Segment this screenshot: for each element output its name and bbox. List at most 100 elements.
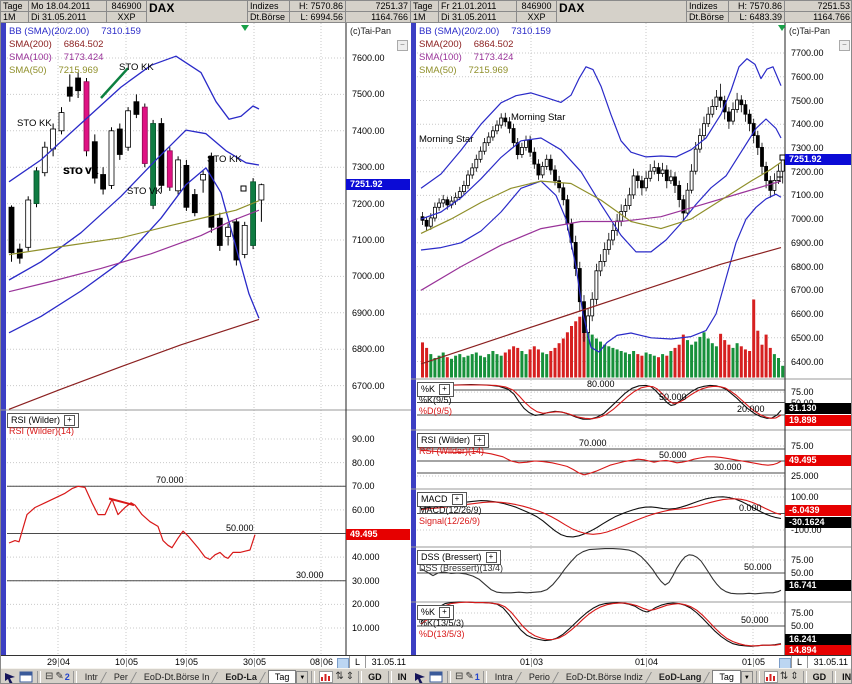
indicator-name-box[interactable]: %K + <box>417 382 455 397</box>
volume-bar <box>437 355 441 378</box>
expand-indicator-icon[interactable]: + <box>451 494 463 505</box>
annotation-pencil-icon[interactable]: ✎ <box>465 671 474 682</box>
tile-window-icon[interactable] <box>19 671 33 683</box>
time-axis-label: 29 04 <box>47 658 70 667</box>
threshold-label: 50.000 <box>741 615 769 625</box>
threshold-label: 50.000 <box>226 522 254 533</box>
linear-scale-label: L <box>355 657 361 667</box>
panel-edge <box>411 23 416 655</box>
expand-indicator-icon[interactable]: + <box>439 607 451 618</box>
layout-tab-3[interactable]: EoD-Dt.Börse In <box>143 672 210 682</box>
annotation-pencil-icon[interactable]: ✎ <box>55 671 64 682</box>
price-chart-canvas-right[interactable] <box>411 1 852 684</box>
indicator-name: %K <box>421 383 436 394</box>
expand-indicator-icon[interactable]: + <box>485 552 497 563</box>
volume-bar <box>760 344 764 378</box>
candle-body <box>524 139 528 148</box>
in-button[interactable]: IN <box>397 672 407 682</box>
candle-body <box>208 155 215 228</box>
chart-style-icon[interactable] <box>319 671 334 683</box>
period-dropdown[interactable]: Tag <box>712 670 741 683</box>
legend-row: BB (SMA)(20/2.00) 7310.159 <box>9 27 141 37</box>
layout-tab-3[interactable]: EoD-Dt.Börse Indiz <box>565 672 643 682</box>
gd-button[interactable]: GD <box>368 672 382 682</box>
threshold-label: 20.000 <box>737 404 765 414</box>
threshold-label: 30.000 <box>714 462 742 472</box>
indicator-axis-label: 50.00 <box>791 621 814 631</box>
collapse-windows-icon[interactable]: ⊟ <box>45 671 54 682</box>
copyright-label: (c)Tai-Pan <box>789 26 831 36</box>
resize-arrows-icon[interactable]: ⇕ <box>790 671 799 682</box>
price-axis-label: 7100.00 <box>791 190 824 201</box>
dropdown-arrow-icon[interactable]: ▼ <box>740 670 753 683</box>
volume-bar <box>590 334 594 378</box>
collapse-chart-icon[interactable]: – <box>397 40 408 51</box>
axis-separator <box>365 656 366 668</box>
layout-tab-4[interactable]: EoD-Lang <box>658 672 702 682</box>
indicator-name-box[interactable]: %K + <box>417 605 455 620</box>
candle-body <box>561 187 566 201</box>
chart-style-icon[interactable] <box>763 671 778 683</box>
signal-arrow-down-icon <box>778 25 786 31</box>
candle-body <box>166 150 173 188</box>
in-button[interactable]: IN <box>842 672 852 682</box>
volume-bar <box>487 354 491 378</box>
signal-arrow-down-icon <box>241 25 249 31</box>
layout-tab-1[interactable]: Intra <box>494 672 513 682</box>
candle-body <box>133 101 140 115</box>
indicator-name-box[interactable]: MACD + <box>417 492 467 507</box>
price-chart-canvas-left[interactable] <box>1 1 411 684</box>
volume-bar <box>565 332 569 378</box>
tile-window-icon[interactable] <box>429 671 443 683</box>
expand-indicator-icon[interactable]: + <box>64 415 75 426</box>
candle-body <box>631 175 636 196</box>
dropdown-arrow-icon[interactable]: ▼ <box>296 670 309 683</box>
indicator-name-box[interactable]: DSS (Bressert) + <box>417 550 501 565</box>
volume-bar <box>636 354 640 378</box>
pointer-tool-icon[interactable] <box>414 671 427 684</box>
price-axis-label: 7400.00 <box>352 125 385 136</box>
volume-bar <box>433 358 437 378</box>
gd-button[interactable]: GD <box>812 672 827 682</box>
resize-arrows-icon[interactable]: ⇕ <box>345 671 355 682</box>
sort-arrows-icon[interactable]: ⇅ <box>335 671 344 682</box>
copyright-label: (c)Tai-Pan <box>350 26 392 36</box>
volume-bar <box>706 338 710 378</box>
sort-arrows-icon[interactable]: ⇅ <box>779 671 789 682</box>
expand-indicator-icon[interactable]: + <box>474 435 485 446</box>
indicator-name-box[interactable]: RSI (Wilder) + <box>7 413 79 428</box>
price-axis-label: 7200.00 <box>791 166 824 177</box>
collapse-windows-icon[interactable]: ⊟ <box>455 671 464 682</box>
tick-divider <box>126 658 128 667</box>
threshold-label: 0.000 <box>739 502 762 513</box>
candle-body <box>41 146 48 174</box>
indicator-name: DSS (Bressert) <box>421 551 482 562</box>
indicator-value-box: 19.898 <box>785 415 851 426</box>
expand-indicator-icon[interactable]: + <box>439 384 451 395</box>
layout-tab-4[interactable]: EoD-La <box>225 672 257 682</box>
volume-bar <box>512 346 516 378</box>
layout-tab-2[interactable]: Per <box>113 672 128 682</box>
trendline[interactable] <box>108 497 135 507</box>
layout-tab-1[interactable]: Intr <box>84 672 98 682</box>
indicator-axis-label: 70.00 <box>352 481 375 492</box>
date-day: 30 <box>243 657 254 667</box>
layout-tab-2[interactable]: Perio <box>528 672 550 682</box>
indicator-name-box[interactable]: RSI (Wilder) + <box>417 433 489 448</box>
candle-body <box>627 194 632 206</box>
volume-bar <box>594 338 598 378</box>
collapse-chart-icon[interactable]: – <box>839 40 850 51</box>
volume-bar <box>702 332 706 378</box>
date-month: 05 <box>755 657 766 667</box>
trendline[interactable] <box>100 67 129 99</box>
indicator-params: Signal(12/26/9) <box>419 516 481 526</box>
candle-body <box>441 199 446 204</box>
pointer-tool-icon[interactable] <box>4 671 17 684</box>
indicator-axis-label: -100.00 <box>791 525 822 535</box>
volume-bar <box>644 352 648 378</box>
candle-body <box>75 77 81 92</box>
candle-body <box>175 159 182 192</box>
period-dropdown[interactable]: Tag <box>267 670 297 683</box>
series-line <box>420 384 782 420</box>
header-cell: Fr 21.01.2011 <box>439 1 517 12</box>
